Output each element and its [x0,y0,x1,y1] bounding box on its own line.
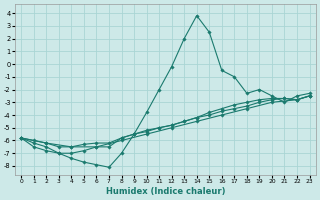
X-axis label: Humidex (Indice chaleur): Humidex (Indice chaleur) [106,187,225,196]
